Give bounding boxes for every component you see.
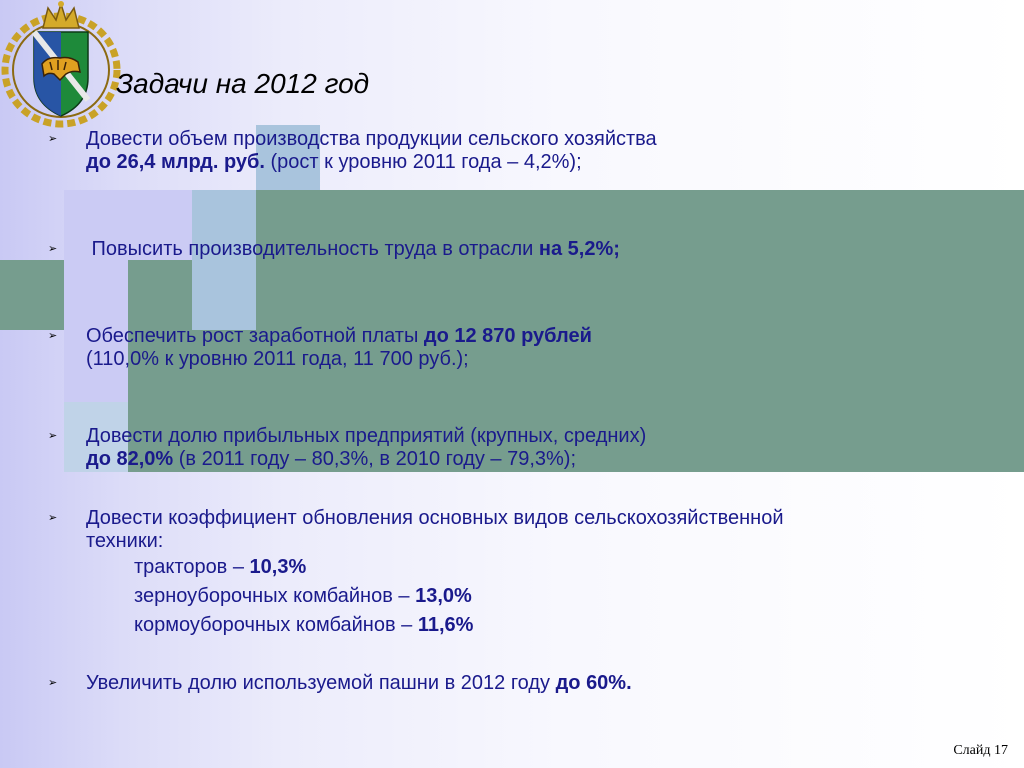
task-text-rest: (рост к уровню 2011 года – 4,2%);	[264, 151, 582, 173]
task-list: ➢ Довести объем производства продукции с…	[48, 128, 948, 695]
primorsky-krai-coat-of-arms-icon	[1, 1, 121, 128]
task-text-line: Увеличить долю используемой пашни в 2012…	[86, 672, 948, 695]
bullet-arrow-icon: ➢	[48, 330, 58, 342]
task-text: Обеспечить рост заработной платы	[86, 325, 424, 347]
subitem-label: зерноуборочных комбайнов –	[134, 585, 416, 607]
decor-teal-band-left	[0, 260, 64, 330]
task-item: ➢ Повысить производительность труда в от…	[48, 238, 948, 261]
subitem-label: кормоуборочных комбайнов –	[134, 614, 418, 636]
subitem-value: 10,3%	[249, 556, 307, 578]
bullet-arrow-icon: ➢	[48, 512, 58, 524]
task-item: ➢ Довести коэффициент обновления основны…	[48, 507, 948, 640]
decor-lightblue-column	[256, 125, 320, 190]
task-text-line: Довести долю прибыльных предприятий (кру…	[86, 425, 647, 447]
task-text-line: Обеспечить рост заработной платы до 12 8…	[86, 325, 948, 348]
task-highlight: до 82,0%	[86, 448, 174, 470]
task-text-line: до 26,4 млрд. руб. (рост к уровню 2011 г…	[86, 151, 948, 174]
slide-title: Задачи на 2012 год	[116, 68, 370, 99]
subitem-forage-harvesters: кормоуборочных комбайнов – 11,6%	[86, 611, 948, 640]
task-text-line: техники:	[86, 530, 164, 552]
task-highlight: до 60%.	[555, 672, 632, 694]
task-text-line: до 82,0% (в 2011 году – 80,3%, в 2010 го…	[86, 448, 948, 471]
subitem-tractors: тракторов – 10,3%	[86, 553, 948, 582]
subitem-grain-harvesters: зерноуборочных комбайнов – 13,0%	[86, 582, 948, 611]
task-text: Повысить производительность труда в отра…	[86, 238, 539, 260]
bullet-arrow-icon: ➢	[48, 430, 58, 442]
task-item: ➢ Довести объем производства продукции с…	[48, 128, 948, 174]
task-text-line: (110,0% к уровню 2011 года, 11 700 руб.)…	[86, 348, 469, 370]
task-item: ➢ Обеспечить рост заработной платы до 12…	[48, 325, 948, 371]
decor-teal-main	[128, 190, 1024, 472]
bullet-arrow-icon: ➢	[48, 133, 58, 145]
task-text-line: Повысить производительность труда в отра…	[86, 238, 948, 261]
task-text-rest: (в 2011 году – 80,3%, в 2010 году – 79,3…	[173, 448, 577, 470]
task-text-line: Довести коэффициент обновления основных …	[86, 507, 784, 529]
task-highlight: на 5,2%;	[538, 238, 620, 260]
task-highlight: до 26,4 млрд. руб.	[86, 151, 265, 173]
task-item: ➢ Увеличить долю используемой пашни в 20…	[48, 672, 948, 695]
slide-number: Слайд 17	[953, 743, 1008, 758]
subitem-value: 11,6%	[417, 614, 474, 636]
subitem-label: тракторов –	[134, 556, 250, 578]
task-text-line: Довести объем производства продукции сел…	[86, 128, 657, 150]
decor-lavender-block-2	[64, 402, 128, 472]
bullet-arrow-icon: ➢	[48, 677, 58, 689]
task-highlight: до 12 870 рублей	[423, 325, 592, 347]
task-item: ➢ Довести долю прибыльных предприятий (к…	[48, 425, 948, 471]
task-text: Увеличить долю используемой пашни в 2012…	[86, 672, 556, 694]
bullet-arrow-icon: ➢	[48, 243, 58, 255]
decor-lightblue-block	[192, 190, 256, 330]
subitem-value: 13,0%	[415, 585, 472, 607]
